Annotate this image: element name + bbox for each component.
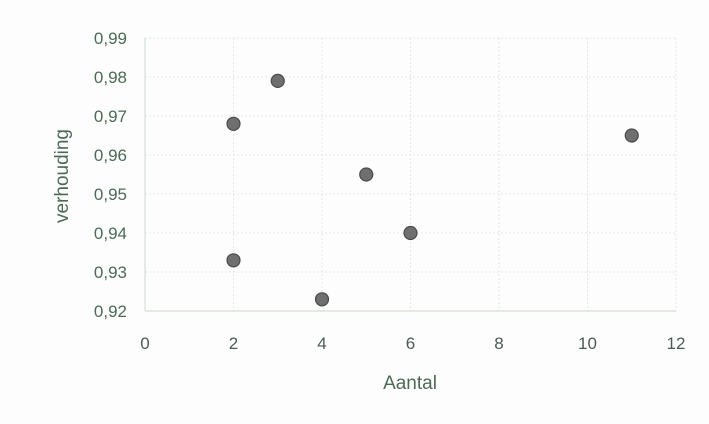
y-tick-label: 0,92 [94,302,127,321]
y-tick-label: 0,97 [94,107,127,126]
x-tick-label: 0 [140,334,149,353]
y-tick-label: 0,94 [94,224,127,243]
y-tick-label: 0,96 [94,146,127,165]
data-point [314,292,330,307]
data-point [624,128,639,143]
y-axis-title: verhouding [52,129,73,223]
y-tick-label: 0,98 [94,68,127,87]
x-tick-label: 4 [317,334,326,353]
y-tick-label: 0,95 [94,185,127,204]
axes [144,38,676,312]
x-axis-ticks: 0 2 4 6 8 10 12 [140,334,685,353]
y-tick-label: 0,93 [94,263,127,282]
x-tick-label: 12 [667,334,686,353]
x-tick-label: 6 [406,334,415,353]
data-points [226,73,639,307]
gridlines [145,37,677,311]
x-tick-label: 2 [229,334,238,353]
data-point [226,116,241,131]
x-axis-title: Aantal [383,373,437,394]
y-tick-label: 0,99 [94,29,127,48]
data-point [403,225,418,241]
x-tick-label: 10 [578,334,597,353]
y-axis-ticks: 0,92 0,93 0,94 0,95 0,96 0,97 0,98 0,99 [94,29,127,321]
data-point [359,167,374,182]
x-tick-label: 8 [494,334,503,353]
data-point [226,253,241,268]
data-point [270,73,285,89]
